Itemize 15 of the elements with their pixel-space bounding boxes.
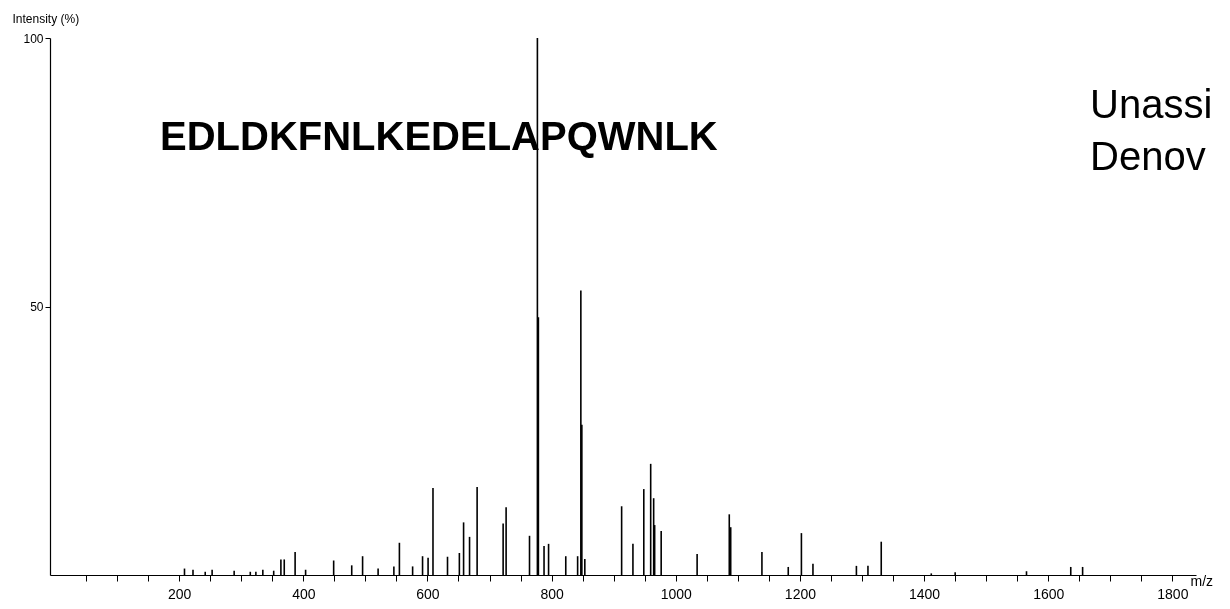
y-tick-label: 50 (30, 300, 44, 314)
x-tick-label: 1600 (1033, 585, 1065, 602)
x-axis-title: m/z (1190, 572, 1214, 589)
annotation: Denov (1090, 134, 1206, 178)
x-tick-label: 400 (292, 585, 316, 602)
x-tick-label: 1400 (908, 585, 941, 602)
x-tick-label: 1000 (660, 585, 693, 602)
x-tick-label: 800 (540, 585, 564, 602)
x-tick-label: 600 (416, 585, 440, 602)
y-tick-label: 100 (23, 31, 44, 46)
x-tick-label: 1800 (1157, 585, 1189, 602)
y-axis-title: Intensity (%) (12, 11, 80, 26)
x-tick-label: 200 (167, 585, 192, 602)
x-tick-label: 1200 (784, 585, 817, 602)
annotation: Unassi (1090, 82, 1213, 126)
